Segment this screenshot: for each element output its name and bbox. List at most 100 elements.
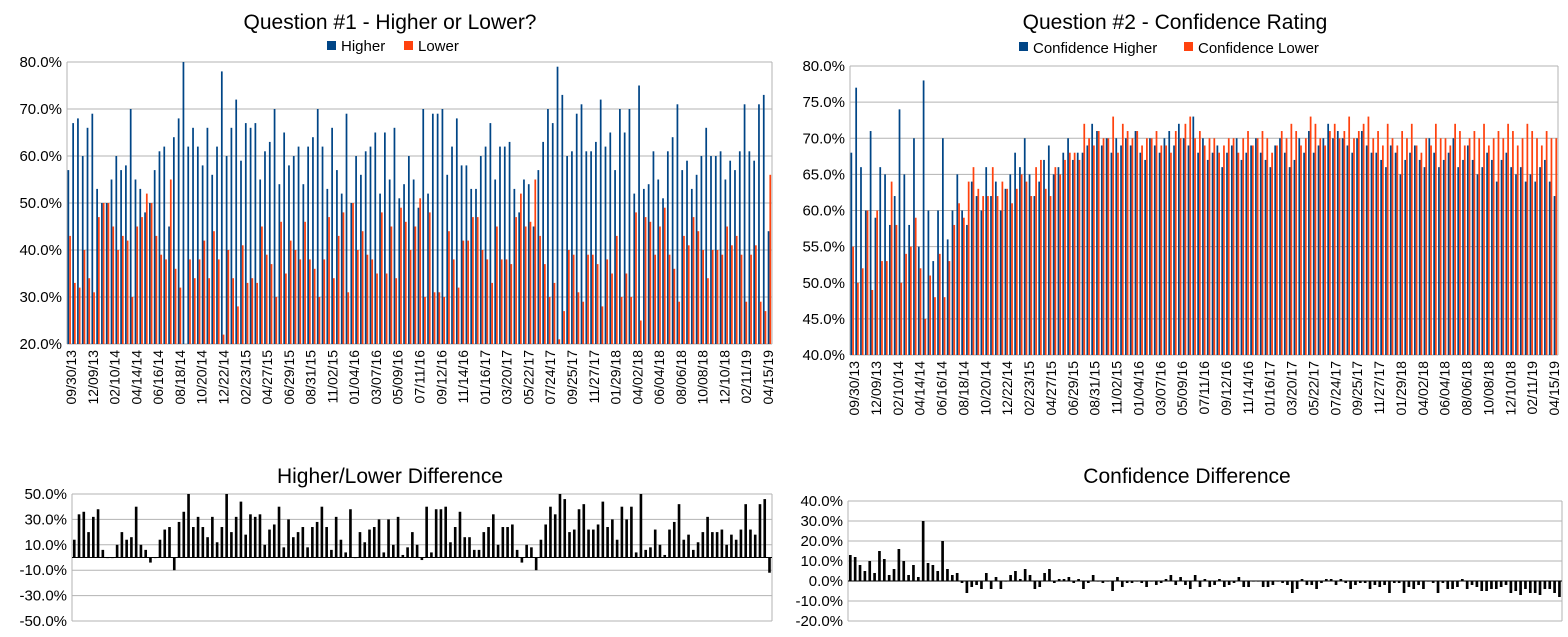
q2-bar-higher: [864, 210, 867, 355]
q1-bar-lower: [663, 207, 666, 344]
q1-bar-higher: [767, 231, 770, 344]
q2-bar-lower: [1362, 123, 1365, 355]
conf-diff-bar: [853, 557, 857, 581]
hl-diff-bar: [539, 539, 543, 558]
hl-diff-bar: [96, 509, 100, 558]
q1-bar-higher: [192, 127, 194, 344]
hl-diff-bar: [439, 509, 443, 558]
q1-bar-higher: [446, 174, 449, 344]
q2-bar-lower: [1324, 145, 1326, 355]
q2-bar-higher: [1322, 138, 1325, 355]
q1-bar-lower: [472, 217, 474, 344]
conf-diff-bar: [1208, 581, 1212, 587]
q2-bar-higher: [1072, 159, 1074, 355]
q1-bar-lower: [313, 268, 316, 344]
hl-diff-bar: [449, 542, 452, 558]
q1-bar-lower: [548, 297, 551, 344]
q2-bar-higher: [1115, 138, 1118, 355]
q2-bar-lower: [1454, 123, 1456, 355]
q1-bar-lower: [510, 264, 513, 344]
q2-bar-higher: [1245, 152, 1248, 355]
q1-bar-lower: [332, 278, 335, 344]
hl-diff-bar: [392, 544, 395, 558]
q1-bar-lower: [587, 254, 589, 344]
q2-bar-lower: [1073, 152, 1076, 355]
q1-bar-higher: [182, 62, 185, 344]
q2-xtick-label: 09/30/13: [846, 361, 862, 416]
q2-xtick-label: 02/11/19: [1524, 361, 1540, 415]
q1-bar-higher: [384, 132, 386, 344]
q2-xtick-label: 03/07/16: [1152, 361, 1168, 416]
q2-bar-higher: [1187, 145, 1190, 355]
q2-xtick-label: 09/12/16: [1218, 361, 1234, 416]
q2-xtick-label: 10/08/18: [1480, 361, 1496, 416]
q1-bar-higher: [417, 207, 420, 344]
q2-bar-lower: [1136, 131, 1139, 355]
q2-x-axis: 09/30/13 12/09/13 02/10/14 04/14/14 06/16/14…: [846, 361, 1562, 416]
q1-bar-higher: [86, 127, 89, 344]
hl-diff-bar: [372, 527, 376, 558]
q1-bar-higher: [479, 156, 482, 344]
q1-bar-higher: [407, 156, 410, 344]
q1-xtick-label: 01/04/16: [346, 350, 362, 405]
q1-bar-higher: [499, 146, 501, 344]
conf-diff-bar: [1383, 581, 1386, 585]
conf-diff-bar: [1154, 581, 1158, 585]
q1-xtick-label: 04/02/18: [629, 350, 645, 405]
q1-xtick-label: 02/11/19: [738, 350, 754, 404]
q1-bar-higher: [566, 156, 568, 344]
q1-bar-lower: [213, 231, 215, 344]
hl-diff-bar: [477, 549, 481, 558]
q1-bar-higher: [321, 146, 324, 344]
conf-diff-bar: [1164, 579, 1168, 581]
q2-bar-lower: [1208, 138, 1211, 355]
conf-diff-bar: [1519, 581, 1522, 595]
q1-bar-lower: [237, 306, 239, 344]
q2-bar-higher: [1308, 131, 1310, 355]
q2-bar-higher: [1062, 152, 1065, 355]
q1-bar-higher: [647, 184, 650, 344]
q1-bar-higher: [120, 170, 122, 344]
q2-xtick-label: 10/20/14: [977, 361, 993, 416]
conf-diff-bar: [907, 575, 910, 581]
q2-bar-lower: [1473, 131, 1476, 355]
q2-bar-higher: [1495, 181, 1498, 355]
q1-bar-lower: [654, 254, 657, 344]
q2-ytick-label: 40.0%: [802, 347, 845, 364]
hl-diff-bar: [649, 547, 652, 558]
q1-bar-lower: [707, 278, 709, 344]
q2-bar-lower: [1174, 131, 1177, 355]
q2-bar-lower: [919, 268, 922, 355]
conf-diff-ytick-label: 10.0%: [800, 553, 843, 570]
q2-bar-higher: [956, 174, 959, 355]
hl-diff-bar: [225, 494, 228, 558]
q1-xtick-label: 11/14/16: [455, 350, 471, 404]
hl-diff-bar: [258, 514, 262, 558]
conf-diff-bar: [1392, 581, 1396, 583]
q2-bar-lower: [1179, 138, 1182, 355]
hl-diff-bar: [468, 537, 471, 558]
q2-bar-higher: [879, 167, 882, 355]
q1-bar-lower: [735, 235, 738, 344]
hl-diff-bar: [720, 529, 724, 558]
q2-bar-higher: [1129, 145, 1132, 355]
q2-bar-lower: [1367, 116, 1370, 355]
q1-xtick-label: 08/31/15: [303, 350, 319, 405]
q1-bar-lower: [505, 259, 508, 344]
conf-diff-bar: [1023, 569, 1027, 581]
q2-bar-higher: [922, 80, 925, 355]
q2-bar-higher: [1211, 152, 1214, 355]
q2-bar-lower: [1242, 138, 1245, 355]
q2-xtick-label: 04/14/14: [912, 361, 928, 416]
conf-diff-bar: [1417, 581, 1420, 585]
q1-bar-lower: [227, 250, 230, 344]
q1-bar-higher: [149, 203, 151, 344]
q2-bar-lower: [866, 210, 869, 355]
q2-bar-lower: [1391, 138, 1394, 355]
conf-diff-bar: [980, 581, 983, 589]
conf-diff-bar: [897, 549, 901, 581]
q1-x-axis: 09/30/13 12/09/13 02/10/14 04/14/14 06/16/14…: [63, 350, 776, 405]
q1-bar-higher: [508, 141, 511, 344]
q2-bar-lower: [1165, 145, 1168, 355]
q2-bar-lower: [938, 253, 941, 355]
